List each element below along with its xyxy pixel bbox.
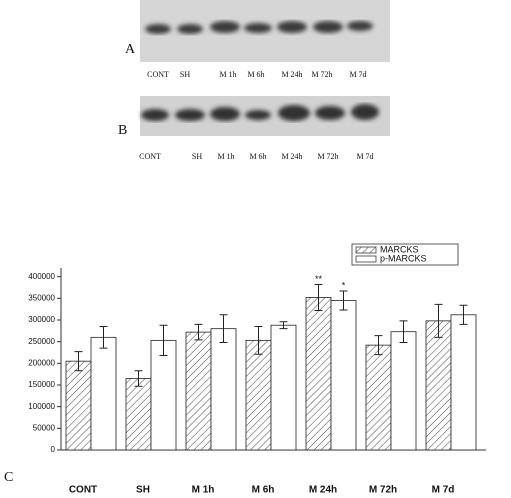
legend-label: p-MARCKS	[380, 253, 427, 263]
panel-label: C	[4, 470, 13, 485]
x-tick-label: M 6h	[252, 485, 275, 496]
x-tick-label: M 72h	[369, 485, 397, 496]
error-bar	[74, 351, 83, 372]
bar	[390, 331, 417, 451]
panel-label: B	[118, 123, 127, 138]
y-tick-label: 300000	[28, 315, 55, 324]
blot-bands	[141, 104, 379, 121]
error-bar	[279, 321, 288, 330]
bar	[150, 339, 177, 451]
error-bar	[399, 320, 408, 344]
lane-label: SH	[180, 70, 190, 79]
error-bar	[134, 370, 143, 387]
lane-label: M 6h	[247, 70, 264, 79]
bar	[450, 314, 477, 451]
x-tick-label: SH	[136, 485, 150, 496]
lane-label: M 1h	[219, 70, 236, 79]
lane-label: M 6h	[249, 152, 266, 161]
error-bar	[434, 303, 443, 338]
error-bar	[339, 290, 348, 311]
y-tick-label: 200000	[28, 358, 55, 367]
y-tick-label: 50000	[33, 423, 56, 432]
lane-label: M 72h	[311, 70, 332, 79]
error-bar	[194, 323, 203, 341]
bar	[330, 300, 357, 451]
lane-label: M 72h	[317, 152, 338, 161]
y-tick-label: 100000	[28, 402, 55, 411]
lane-label: M 7d	[349, 70, 366, 79]
panel-label: A	[125, 42, 136, 57]
lane-label: M 24h	[281, 70, 302, 79]
legend-label: MARCKS	[380, 244, 419, 254]
bar	[65, 360, 92, 451]
lane-label: M 1h	[217, 152, 234, 161]
lane-label: SH	[192, 152, 202, 161]
y-tick-label: 250000	[28, 337, 55, 346]
lane-label: M 24h	[281, 152, 302, 161]
bar	[90, 336, 117, 451]
x-tick-label: M 1h	[192, 485, 215, 496]
error-bar	[254, 326, 263, 355]
lane-label: CONT	[139, 152, 161, 161]
x-tick-label: M 7d	[432, 485, 455, 496]
legend-swatch	[355, 255, 377, 263]
lane-label: CONT	[147, 70, 169, 79]
y-tick-label: 150000	[28, 380, 55, 389]
y-tick-label: 0	[51, 445, 56, 454]
error-bar	[314, 283, 323, 311]
bar	[210, 328, 237, 451]
bar	[245, 339, 272, 451]
y-tick-label: 350000	[28, 293, 55, 302]
blot-bands	[145, 21, 373, 34]
bar	[365, 344, 392, 451]
error-bar	[459, 304, 468, 325]
error-bar	[159, 324, 168, 357]
bar	[125, 378, 152, 451]
error-bar	[374, 335, 383, 356]
lane-label: M 7d	[356, 152, 373, 161]
significance-label: *	[342, 280, 346, 290]
legend	[351, 243, 459, 266]
x-tick-label: CONT	[69, 485, 97, 496]
bar	[425, 320, 452, 451]
x-tick-label: M 24h	[309, 485, 337, 496]
y-tick-label: 400000	[28, 272, 55, 281]
bar	[185, 331, 212, 451]
bar	[270, 324, 297, 451]
error-bar	[99, 326, 108, 349]
error-bar	[219, 314, 228, 344]
significance-label: **	[315, 274, 323, 284]
legend-swatch	[355, 246, 377, 254]
bar	[305, 297, 332, 451]
